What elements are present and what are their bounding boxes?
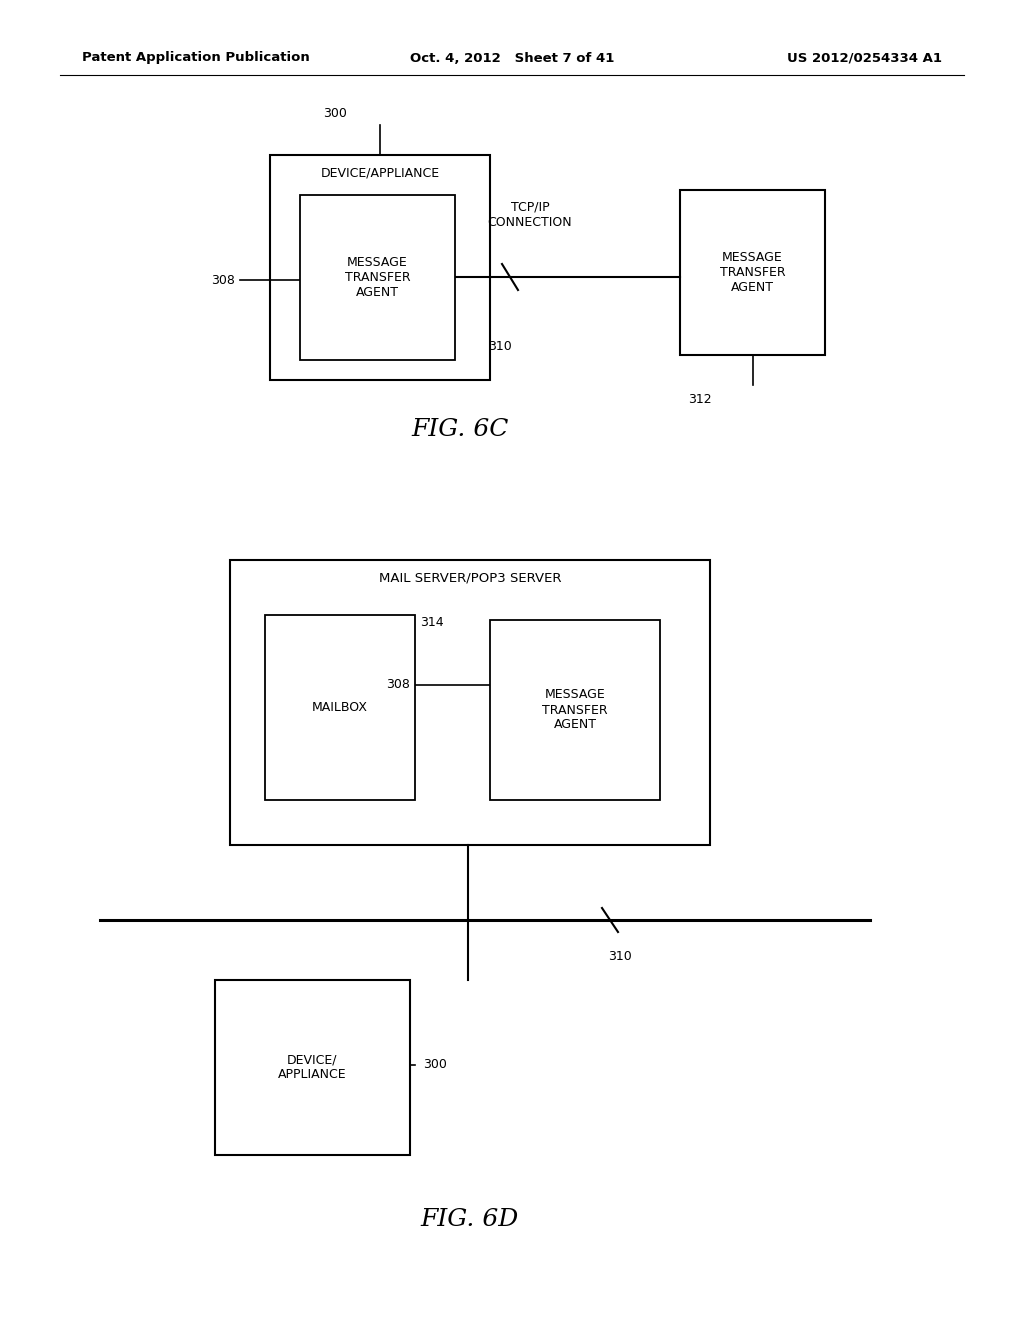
Bar xyxy=(265,615,415,800)
Text: MESSAGE
TRANSFER
AGENT: MESSAGE TRANSFER AGENT xyxy=(542,689,608,731)
Text: MAILBOX: MAILBOX xyxy=(312,701,368,714)
Text: MAIL SERVER/POP3 SERVER: MAIL SERVER/POP3 SERVER xyxy=(379,572,561,585)
Bar xyxy=(230,560,710,845)
Text: Patent Application Publication: Patent Application Publication xyxy=(82,51,309,65)
Text: DEVICE/
APPLIANCE: DEVICE/ APPLIANCE xyxy=(279,1053,347,1081)
Text: 314: 314 xyxy=(420,615,443,628)
Bar xyxy=(490,620,660,800)
Bar xyxy=(215,979,410,1155)
Bar xyxy=(680,190,825,355)
Text: 308: 308 xyxy=(211,273,234,286)
Text: FIG. 6C: FIG. 6C xyxy=(412,418,509,441)
Text: 308: 308 xyxy=(386,678,410,692)
Text: 300: 300 xyxy=(323,107,347,120)
Text: 310: 310 xyxy=(488,341,512,352)
Text: 310: 310 xyxy=(608,950,632,964)
Text: MESSAGE
TRANSFER
AGENT: MESSAGE TRANSFER AGENT xyxy=(345,256,411,300)
Text: Oct. 4, 2012   Sheet 7 of 41: Oct. 4, 2012 Sheet 7 of 41 xyxy=(410,51,614,65)
Bar xyxy=(270,154,490,380)
Text: FIG. 6D: FIG. 6D xyxy=(421,1209,519,1232)
Bar xyxy=(300,195,455,360)
Text: 312: 312 xyxy=(688,393,712,407)
Text: MESSAGE
TRANSFER
AGENT: MESSAGE TRANSFER AGENT xyxy=(720,251,785,294)
Text: 300: 300 xyxy=(423,1059,446,1072)
Text: DEVICE/APPLIANCE: DEVICE/APPLIANCE xyxy=(321,166,439,180)
Text: TCP/IP
CONNECTION: TCP/IP CONNECTION xyxy=(487,201,572,228)
Text: US 2012/0254334 A1: US 2012/0254334 A1 xyxy=(787,51,942,65)
